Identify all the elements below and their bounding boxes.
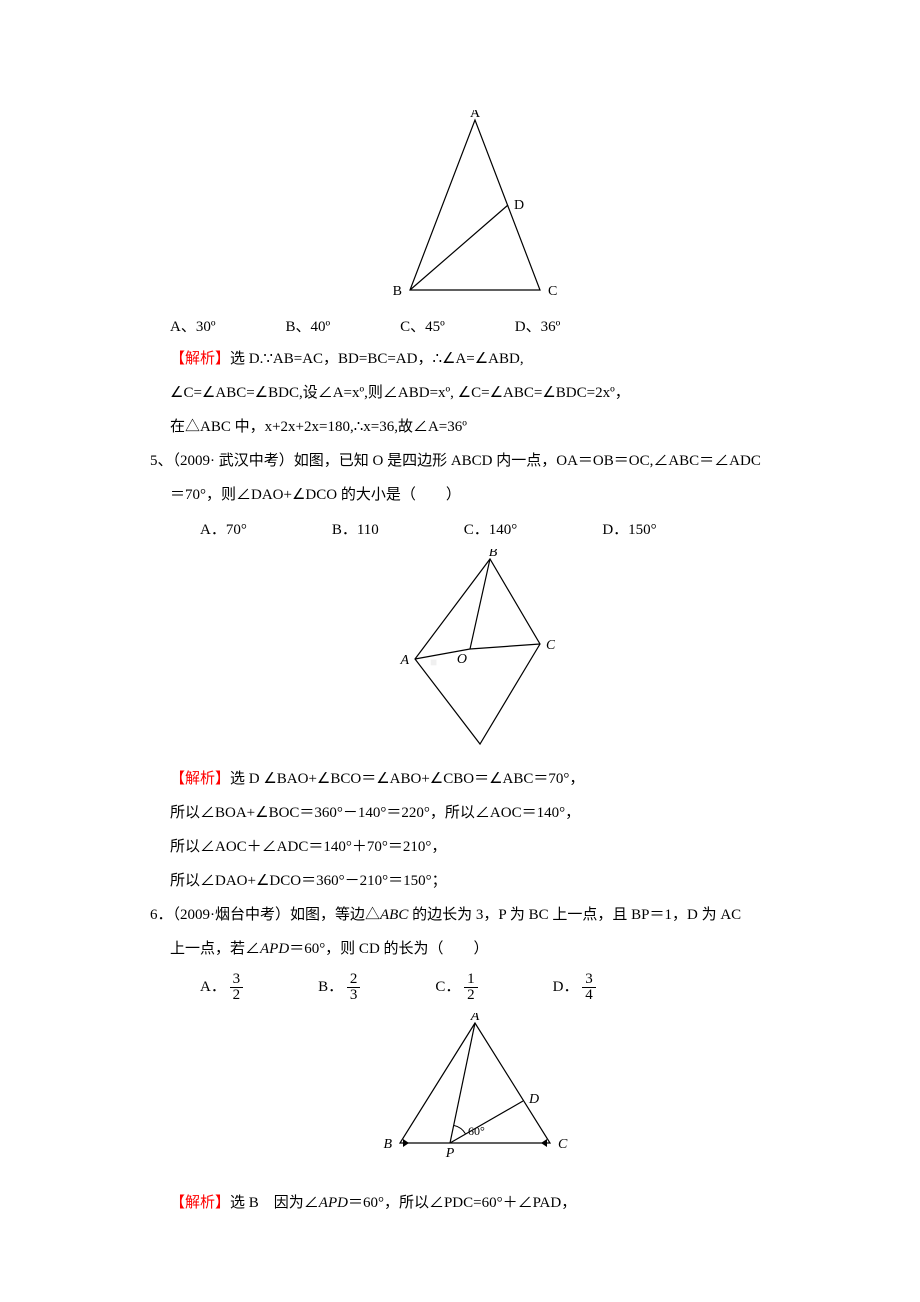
svg-text:C: C <box>546 638 555 653</box>
q6-stem-2b: ＝60°，则 CD 的长为（ ） <box>289 941 488 957</box>
q6-option-b: B． 23 <box>318 972 360 1003</box>
q5-analysis-3: 所以∠AOC＋∠ADC＝140°＋70°＝210°， <box>170 832 800 862</box>
svg-text:A: A <box>470 110 481 121</box>
svg-text:B: B <box>393 284 402 299</box>
q6-analysis-1b: ＝60°，所以∠PDC=60°＋∠PAD， <box>348 1195 576 1211</box>
q4-option-d: D、36º <box>515 315 560 336</box>
q6-options: A． 32 B． 23 C． 12 D． 34 <box>200 972 800 1003</box>
analysis-label: 【解析】 <box>170 351 230 367</box>
fraction-icon: 32 <box>230 972 244 1003</box>
q4-option-a: A、30º <box>170 315 215 336</box>
q5-options: A．70° B．110 C．140° D．150° <box>200 518 800 539</box>
fraction-icon: 34 <box>582 972 596 1003</box>
q6-analysis-1a: 选 B 因为∠ <box>230 1195 319 1211</box>
q6-opt-a-label: A． <box>200 979 226 995</box>
svg-text:C: C <box>558 1137 568 1152</box>
page: ABCD A、30º B、40º C、45º D、36º 【解析】选 D.∵AB… <box>0 0 920 1302</box>
svg-text:60°: 60° <box>468 1124 485 1138</box>
figure-q4: A B C D <box>150 110 800 305</box>
triangle-apd-icon: A B C P D 60° <box>375 1013 575 1163</box>
triangle-abc-icon: A B C D <box>390 110 560 300</box>
svg-text:B: B <box>489 549 498 560</box>
q6-stem-1: 6．（2009·烟台中考）如图，等边△ABC 的边长为 3，P 为 BC 上一点… <box>150 900 800 930</box>
q4-analysis-2: ∠C=∠ABC=∠BDC,设∠A=xº,则∠ABD=xº, ∠C=∠ABC=∠B… <box>170 378 800 408</box>
q6-stem-1i: ABC <box>380 907 408 923</box>
analysis-label: 【解析】 <box>170 771 230 787</box>
svg-text:A: A <box>470 1013 480 1024</box>
svg-text:O: O <box>457 652 467 667</box>
q4-options: A、30º B、40º C、45º D、36º <box>170 315 800 336</box>
q6-stem-1a: 6．（2009·烟台中考）如图，等边△ <box>150 907 380 923</box>
q4-analysis-1: 【解析】选 D.∵AB=AC，BD=BC=AD，∴∠A=∠ABD, <box>170 344 800 374</box>
q6-stem-2: 上一点，若∠APD＝60°，则 CD 的长为（ ） <box>170 934 800 964</box>
q5-analysis-text-1: 选 D ∠BAO+∠BCO＝∠ABO+∠CBO＝∠ABC＝70°， <box>230 771 584 787</box>
q6-option-c: C． 12 <box>435 972 477 1003</box>
q5-stem-2: ＝70°，则∠DAO+∠DCO 的大小是（ ） <box>170 480 800 510</box>
q5-option-c: C．140° <box>464 518 518 539</box>
q5-analysis-1: 【解析】选 D ∠BAO+∠BCO＝∠ABO+∠CBO＝∠ABC＝70°， <box>170 764 800 794</box>
q6-opt-c-label: C． <box>435 979 460 995</box>
q6-opt-b-label: B． <box>318 979 343 995</box>
q6-analysis-1: 【解析】选 B 因为∠APD＝60°，所以∠PDC=60°＋∠PAD， <box>170 1188 800 1218</box>
quad-abcd-icon: A B C D O <box>395 549 555 749</box>
svg-text:B: B <box>383 1137 392 1152</box>
q5-stem-1: 5、（2009· 武汉中考）如图，已知 O 是四边形 ABCD 内一点，OA＝O… <box>150 446 800 476</box>
fraction-icon: 12 <box>464 972 478 1003</box>
q4-analysis-3: 在△ABC 中，x+2x+2x=180,∴x=36,故∠A=36º <box>170 412 800 442</box>
q5-option-d: D．150° <box>602 518 656 539</box>
q6-analysis-1i: APD <box>319 1195 348 1211</box>
q6-option-d: D． 34 <box>553 972 596 1003</box>
q6-stem-2i: APD <box>260 941 289 957</box>
svg-text:C: C <box>548 284 557 299</box>
analysis-label: 【解析】 <box>170 1195 230 1211</box>
figure-q6: A B C P D 60° <box>150 1013 800 1168</box>
svg-text:D: D <box>528 1092 539 1107</box>
q4-option-b: B、40º <box>285 315 330 336</box>
svg-text:D: D <box>514 198 524 213</box>
svg-text:P: P <box>445 1146 455 1161</box>
svg-text:D: D <box>474 747 485 749</box>
q4-option-c: C、45º <box>400 315 445 336</box>
figure-q5: A B C D O <box>150 549 800 754</box>
q5-analysis-2: 所以∠BOA+∠BOC＝360°－140°＝220°，所以∠AOC＝140°， <box>170 798 800 828</box>
q6-option-a: A． 32 <box>200 972 243 1003</box>
svg-text:A: A <box>399 653 409 668</box>
q5-analysis-4: 所以∠DAO+∠DCO＝360°－210°＝150°； <box>170 866 800 896</box>
fraction-icon: 23 <box>347 972 361 1003</box>
q4-analysis-text-1: 选 D.∵AB=AC，BD=BC=AD，∴∠A=∠ABD, <box>230 351 524 367</box>
q5-option-a: A．70° <box>200 518 247 539</box>
q6-stem-1b: 的边长为 3，P 为 BC 上一点，且 BP＝1，D 为 AC <box>408 907 741 923</box>
q5-option-b: B．110 <box>332 518 379 539</box>
q6-opt-d-label: D． <box>553 979 579 995</box>
q6-stem-2a: 上一点，若∠ <box>170 941 260 957</box>
